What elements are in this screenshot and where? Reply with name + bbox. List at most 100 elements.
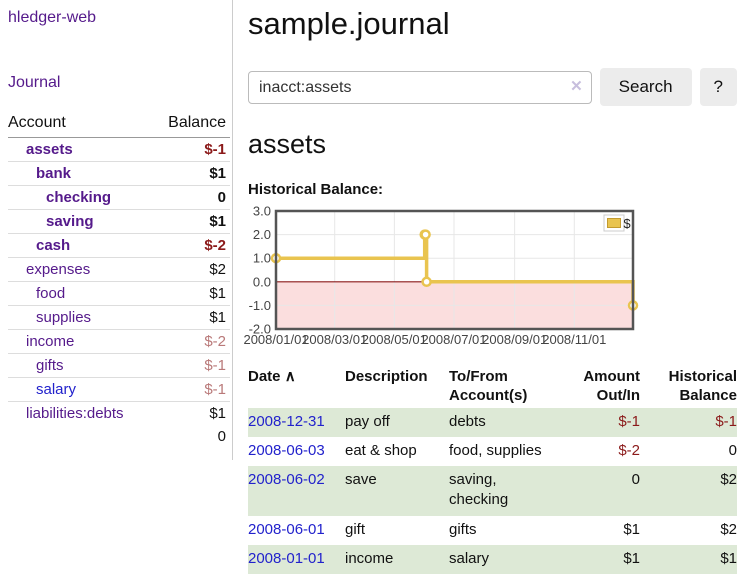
account-row: gifts $-1 bbox=[8, 353, 230, 378]
description-cell: gift bbox=[345, 520, 366, 538]
svg-text:-1.0: -1.0 bbox=[249, 298, 271, 313]
search-input[interactable] bbox=[248, 71, 592, 104]
sidebar-account-link[interactable]: cash bbox=[36, 237, 71, 254]
date-header-label: Date bbox=[248, 368, 281, 385]
sidebar-account-link[interactable]: gifts bbox=[36, 357, 64, 374]
account-row: cash $-2 bbox=[8, 233, 230, 258]
balance-cell: $1 bbox=[720, 549, 737, 567]
amount-cell: $1 bbox=[623, 520, 640, 538]
transaction-date-link[interactable]: 2008-01-01 bbox=[248, 549, 325, 567]
accounts-cell: saving, checking bbox=[449, 471, 509, 509]
svg-text:2008/05/01: 2008/05/01 bbox=[362, 332, 427, 347]
date-link-cell: 2008-06-03 bbox=[248, 437, 345, 466]
account-row: salary $-1 bbox=[8, 377, 230, 402]
account-row: supplies $1 bbox=[8, 305, 230, 330]
sidebar-account-balance: $1 bbox=[152, 401, 230, 425]
clear-search-icon[interactable]: ✕ bbox=[570, 78, 583, 95]
amount-cell: $-1 bbox=[618, 412, 640, 430]
svg-text:2008/07/01: 2008/07/01 bbox=[421, 332, 486, 347]
page-title: sample.journal bbox=[248, 6, 450, 41]
account-row: expenses $2 bbox=[8, 257, 230, 282]
account-title: assets bbox=[248, 129, 327, 159]
balance-cell: 0 bbox=[728, 441, 737, 459]
date-link-cell: 2008-06-02 bbox=[248, 466, 345, 516]
register-row: 2008-06-02 save saving, checking 0 $2 bbox=[248, 466, 737, 516]
register-col-balance: Historical Balance bbox=[668, 368, 737, 404]
app-title-link[interactable]: hledger-web bbox=[8, 9, 97, 26]
sidebar-account-balance: $1 bbox=[152, 281, 230, 306]
svg-text:3.0: 3.0 bbox=[253, 204, 271, 219]
chart-label: Historical Balance: bbox=[248, 181, 384, 198]
register-row: 2008-12-31 pay off debts $-1 $-1 bbox=[248, 407, 737, 437]
register-row: 2008-06-01 gift gifts $1 $2 bbox=[248, 516, 737, 545]
account-row: food $1 bbox=[8, 281, 230, 306]
accounts-table: Account Balance assets $-1 bank $1 checking 0… bbox=[8, 112, 230, 448]
account-row: checking 0 bbox=[8, 185, 230, 210]
accounts-col-balance: Balance bbox=[152, 112, 230, 138]
sidebar-account-link[interactable]: checking bbox=[46, 189, 112, 206]
sidebar-account-link[interactable]: saving bbox=[46, 213, 94, 230]
sidebar-account-balance: $1 bbox=[152, 305, 230, 330]
sidebar-account-balance: $-1 bbox=[152, 377, 230, 402]
svg-text:2008/03/01: 2008/03/01 bbox=[302, 332, 367, 347]
sidebar-account-balance: $2 bbox=[152, 257, 230, 282]
transaction-date-link[interactable]: 2008-06-02 bbox=[248, 471, 325, 488]
description-cell: income bbox=[345, 549, 394, 567]
register-row: 2008-06-03 eat & shop food, supplies $-2 0 bbox=[248, 437, 737, 466]
sidebar-account-link[interactable]: expenses bbox=[26, 261, 91, 278]
date-link-cell: 2008-01-01 bbox=[248, 545, 345, 574]
sidebar-account-link[interactable]: income bbox=[26, 333, 75, 350]
register-header-row: Date ∧ Description To/From Account(s) Am… bbox=[248, 366, 737, 408]
amount-cell: 0 bbox=[631, 471, 640, 488]
chart-svg: $3.0 2.0 1.0 0.0 -1.0 -2.02008/01/012008/03/0… bbox=[243, 204, 639, 347]
accounts-header-row: Account Balance bbox=[8, 112, 230, 138]
account-row: assets $-1 bbox=[8, 138, 230, 162]
account-row: saving $1 bbox=[8, 209, 230, 234]
sidebar-account-link[interactable]: bank bbox=[36, 165, 72, 182]
svg-text:2.0: 2.0 bbox=[253, 227, 271, 242]
sidebar: hledger-web Journal Account Balance asse… bbox=[0, 0, 233, 460]
sidebar-account-balance: $1 bbox=[152, 161, 230, 186]
transaction-date-link[interactable]: 2008-12-31 bbox=[248, 412, 325, 430]
accounts-cell: gifts bbox=[449, 520, 477, 538]
sidebar-item-journal[interactable]: Journal bbox=[8, 74, 61, 91]
account-row: bank $1 bbox=[8, 161, 230, 186]
register-row: 2008-01-01 income salary $1 $1 bbox=[248, 544, 737, 574]
accounts-cell: food, supplies bbox=[449, 441, 542, 459]
sidebar-account-link[interactable]: salary bbox=[36, 381, 77, 398]
register-tbody: 2008-12-31 pay off debts $-1 $-1 2008-06-03 ea… bbox=[248, 407, 737, 574]
sidebar-account-balance: $-2 bbox=[152, 329, 230, 354]
sidebar-account-balance: $-1 bbox=[152, 353, 230, 378]
sidebar-account-balance: 0 bbox=[152, 185, 230, 210]
register-col-date[interactable]: Date ∧ bbox=[248, 366, 345, 408]
search-help-button[interactable]: ? bbox=[699, 68, 737, 106]
balance-cell: $2 bbox=[720, 471, 737, 488]
sidebar-account-link[interactable]: liabilities:debts bbox=[26, 405, 124, 422]
search-form: ✕ Search ? bbox=[248, 68, 737, 106]
historical-balance-chart[interactable]: $3.0 2.0 1.0 0.0 -1.0 -2.0 2008/01/01 2008/03/0… bbox=[243, 204, 737, 353]
accounts-total-spacer bbox=[8, 425, 153, 448]
sidebar-account-link[interactable]: supplies bbox=[36, 309, 92, 326]
sidebar-account-link[interactable]: food bbox=[36, 285, 66, 302]
transaction-date-link[interactable]: 2008-06-01 bbox=[248, 520, 325, 538]
transaction-date-link[interactable]: 2008-06-03 bbox=[248, 441, 325, 459]
sidebar-account-link[interactable]: assets bbox=[26, 141, 73, 158]
search-button[interactable]: Search bbox=[599, 68, 692, 106]
register-col-description: Description bbox=[345, 368, 428, 385]
balance-cell: $2 bbox=[720, 520, 737, 538]
account-row: liabilities:debts $1 bbox=[8, 401, 230, 425]
amount-cell: $-2 bbox=[618, 441, 640, 459]
svg-text:$: $ bbox=[623, 216, 631, 231]
balance-cell: $-1 bbox=[715, 412, 737, 430]
sidebar-account-balance: $-1 bbox=[204, 141, 226, 158]
main-content: sample.journal ✕ Search ? assets Histori… bbox=[233, 0, 742, 584]
account-row: income $-2 bbox=[8, 329, 230, 354]
date-link-cell: 2008-06-01 bbox=[248, 516, 345, 545]
accounts-total-value: 0 bbox=[217, 428, 226, 445]
sidebar-account-balance: $-2 bbox=[152, 233, 230, 258]
description-cell: save bbox=[345, 471, 377, 488]
register-table: Date ∧ Description To/From Account(s) Am… bbox=[248, 366, 737, 574]
register-col-amount: Amount Out/In bbox=[583, 368, 640, 404]
amount-cell: $1 bbox=[623, 549, 640, 567]
svg-text:0.0: 0.0 bbox=[253, 274, 271, 289]
